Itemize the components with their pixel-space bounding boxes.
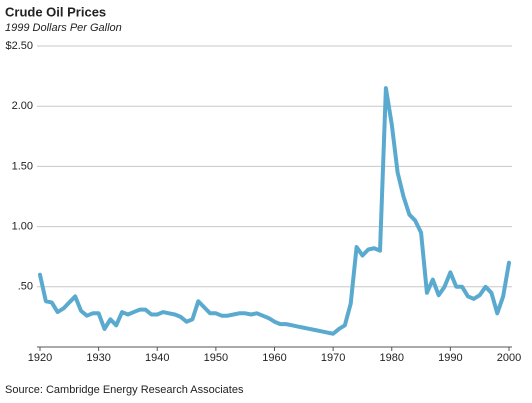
- x-tick-label: 1940: [145, 352, 169, 364]
- x-tick-label: 1930: [86, 352, 110, 364]
- y-tick-label: .50: [18, 281, 33, 293]
- price-line: [38, 86, 511, 336]
- y-tick-label: $2.50: [5, 40, 33, 52]
- x-tick-label: 2000: [497, 352, 521, 364]
- chart-title: Crude Oil Prices: [5, 4, 106, 19]
- y-tick-label: 1.00: [12, 221, 33, 233]
- x-tick-label: 1920: [28, 352, 52, 364]
- x-tick-label: 1990: [438, 352, 462, 364]
- x-tick-label: 1970: [321, 352, 345, 364]
- x-tick-label: 1980: [380, 352, 404, 364]
- x-tick-label: 1950: [204, 352, 228, 364]
- chart-subtitle: 1999 Dollars Per Gallon: [5, 22, 122, 34]
- y-tick-label: 2.00: [12, 100, 33, 112]
- x-tick-label: 1960: [262, 352, 286, 364]
- y-tick-label: 1.50: [12, 160, 33, 172]
- source-note: Source: Cambridge Energy Research Associ…: [5, 384, 244, 396]
